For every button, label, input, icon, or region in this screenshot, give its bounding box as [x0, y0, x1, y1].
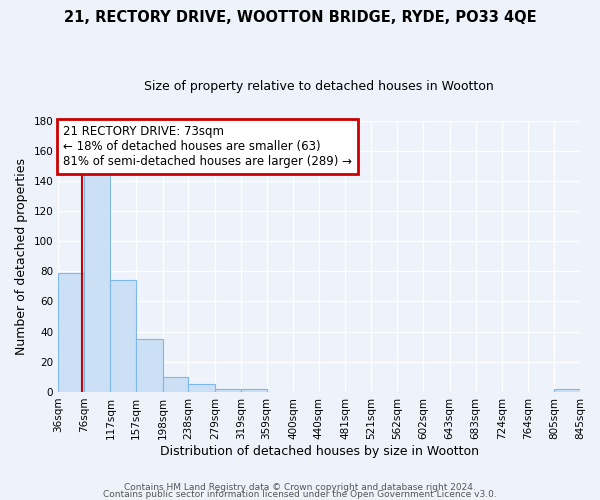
Bar: [136, 339, 163, 392]
Text: Contains HM Land Registry data © Crown copyright and database right 2024.: Contains HM Land Registry data © Crown c…: [124, 484, 476, 492]
Bar: [241, 389, 266, 392]
Text: Contains public sector information licensed under the Open Government Licence v3: Contains public sector information licen…: [103, 490, 497, 499]
Bar: [554, 389, 580, 392]
Text: 21 RECTORY DRIVE: 73sqm
← 18% of detached houses are smaller (63)
81% of semi-de: 21 RECTORY DRIVE: 73sqm ← 18% of detache…: [64, 124, 352, 168]
Bar: [58, 273, 84, 392]
Bar: [84, 166, 110, 392]
Bar: [188, 384, 215, 392]
Bar: [110, 280, 136, 392]
Text: 21, RECTORY DRIVE, WOOTTON BRIDGE, RYDE, PO33 4QE: 21, RECTORY DRIVE, WOOTTON BRIDGE, RYDE,…: [64, 10, 536, 25]
Title: Size of property relative to detached houses in Wootton: Size of property relative to detached ho…: [144, 80, 494, 93]
Y-axis label: Number of detached properties: Number of detached properties: [15, 158, 28, 355]
Bar: [163, 377, 188, 392]
Bar: [215, 389, 241, 392]
X-axis label: Distribution of detached houses by size in Wootton: Distribution of detached houses by size …: [160, 444, 479, 458]
